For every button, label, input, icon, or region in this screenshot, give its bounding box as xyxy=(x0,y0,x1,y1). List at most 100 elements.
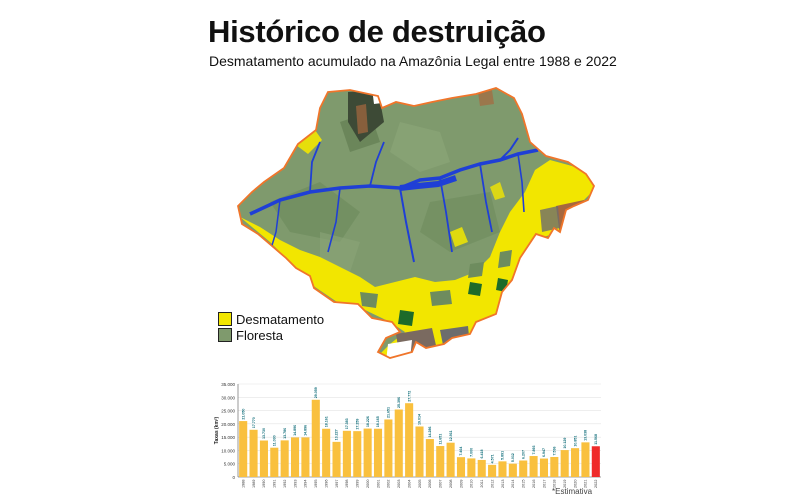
x-tick-label: 1998 xyxy=(345,480,349,488)
x-tick-label: 2016 xyxy=(532,480,536,488)
bar-data-label: 18.226 xyxy=(366,416,370,427)
bar-data-label: 11.568 xyxy=(594,434,598,445)
y-tick-label: 10.000 xyxy=(221,448,235,453)
x-tick-label: 1992 xyxy=(283,480,287,488)
bar xyxy=(508,463,517,477)
x-tick-label: 2017 xyxy=(542,480,546,488)
bar xyxy=(591,446,600,477)
bar xyxy=(446,442,455,477)
x-tick-label: 2009 xyxy=(459,480,463,488)
bar-data-label: 14.286 xyxy=(428,427,432,438)
x-tick-label: 1995 xyxy=(314,480,318,488)
y-tick-label: 25.000 xyxy=(221,409,235,414)
x-tick-label: 1999 xyxy=(356,480,360,488)
bar-data-label: 21.651 xyxy=(387,407,391,418)
x-tick-label: 2021 xyxy=(584,480,588,488)
bar-data-label: 11.651 xyxy=(438,434,442,445)
x-tick-label: 2011 xyxy=(480,480,484,488)
bar-data-label: 13.786 xyxy=(283,428,287,439)
bar xyxy=(477,459,486,477)
x-tick-label: 2013 xyxy=(501,480,505,488)
x-tick-label: 2000 xyxy=(366,480,370,488)
bar xyxy=(332,441,341,477)
x-tick-label: 1993 xyxy=(293,480,297,488)
bar xyxy=(405,403,414,477)
legend-label-deforestation: Desmatamento xyxy=(236,311,325,327)
x-tick-label: 1990 xyxy=(262,480,266,488)
chart-subtitle: Desmatamento acumulado na Amazônia Legal… xyxy=(209,53,617,69)
deforestation-bar-chart: 0 5.000 10.000 15.000 20.000 25.000 30.000 35.0… xyxy=(205,376,605,498)
y-tick-label: 5.000 xyxy=(224,462,236,467)
bar-data-label: 6.418 xyxy=(480,449,484,458)
x-tick-label: 2005 xyxy=(418,480,422,488)
bar-data-label: 13.730 xyxy=(262,428,266,439)
bar xyxy=(311,399,320,477)
bar-data-label: 18.165 xyxy=(376,416,380,427)
bar-data-label: 7.893 xyxy=(532,446,536,455)
x-tick-label: 2006 xyxy=(428,480,432,488)
x-tick-label: 1997 xyxy=(335,480,339,488)
bar-data-label: 13.227 xyxy=(335,429,339,440)
amazon-map-graphic xyxy=(237,87,595,359)
y-tick-label: 30.000 xyxy=(221,395,235,400)
bar xyxy=(280,440,289,477)
legend-item-deforestation: Desmatamento xyxy=(218,311,324,327)
y-tick-label: 0 xyxy=(232,475,235,480)
x-tick-label: 2018 xyxy=(553,480,557,488)
bar xyxy=(519,460,528,477)
bar-data-label: 27.772 xyxy=(407,391,411,402)
bar-data-label: 19.014 xyxy=(418,414,422,425)
bar xyxy=(560,450,569,477)
bar-data-label: 7.536 xyxy=(553,446,557,455)
bar-data-label: 12.911 xyxy=(449,430,453,441)
legend-swatch-forest xyxy=(218,328,232,342)
x-tick-label: 2003 xyxy=(397,480,401,488)
x-tick-label: 2022 xyxy=(594,480,598,488)
bar xyxy=(290,437,300,477)
bar xyxy=(436,446,445,477)
x-tick-label: 2014 xyxy=(511,480,515,488)
y-tick-label: 35.000 xyxy=(221,382,235,387)
bar-data-label: 17.383 xyxy=(345,418,349,429)
bar xyxy=(581,442,590,477)
bar-data-label: 21.050 xyxy=(241,409,245,420)
legend-swatch-deforestation xyxy=(218,312,232,326)
bar-data-label: 4.571 xyxy=(490,454,494,463)
bar-data-label: 10.851 xyxy=(573,436,577,447)
bar xyxy=(239,421,248,477)
amazon-map xyxy=(200,82,610,364)
bar-data-label: 7.000 xyxy=(470,448,474,457)
bar xyxy=(363,428,372,477)
bar xyxy=(467,458,476,477)
bar xyxy=(353,431,362,477)
bar-data-label: 5.012 xyxy=(511,453,515,462)
bar-data-label: 17.770 xyxy=(252,417,256,428)
bar-data-label: 18.161 xyxy=(324,416,328,427)
x-tick-label: 2020 xyxy=(573,480,577,488)
bar xyxy=(498,461,507,477)
bar xyxy=(539,458,549,477)
x-tick-label: 2004 xyxy=(407,480,411,488)
bar xyxy=(301,437,310,477)
bar xyxy=(415,426,424,477)
bar-chart-svg: 0 5.000 10.000 15.000 20.000 25.000 30.000 35.0… xyxy=(214,382,601,488)
x-tick-label: 2001 xyxy=(376,480,380,488)
bar-data-label: 10.129 xyxy=(563,438,567,449)
x-tick-label: 2010 xyxy=(470,480,474,488)
chart-title: Histórico de destruição xyxy=(208,14,546,49)
x-tick-label: 1991 xyxy=(273,480,277,488)
x-tick-label: 2015 xyxy=(522,480,526,488)
bar xyxy=(550,456,559,477)
chart-footnote: *Estimativa xyxy=(552,487,593,496)
bar xyxy=(342,430,351,477)
bar xyxy=(249,429,258,477)
bar-data-label: 11.030 xyxy=(273,435,277,446)
x-tick-label: 2002 xyxy=(387,480,391,488)
bar xyxy=(384,419,393,477)
x-tick-label: 2019 xyxy=(563,480,567,488)
legend-item-forest: Floresta xyxy=(218,327,283,343)
bar-data-label: 29.059 xyxy=(314,387,318,398)
bar xyxy=(373,428,383,477)
x-tick-label: 1989 xyxy=(252,480,256,488)
x-tick-label: 2012 xyxy=(490,480,494,488)
